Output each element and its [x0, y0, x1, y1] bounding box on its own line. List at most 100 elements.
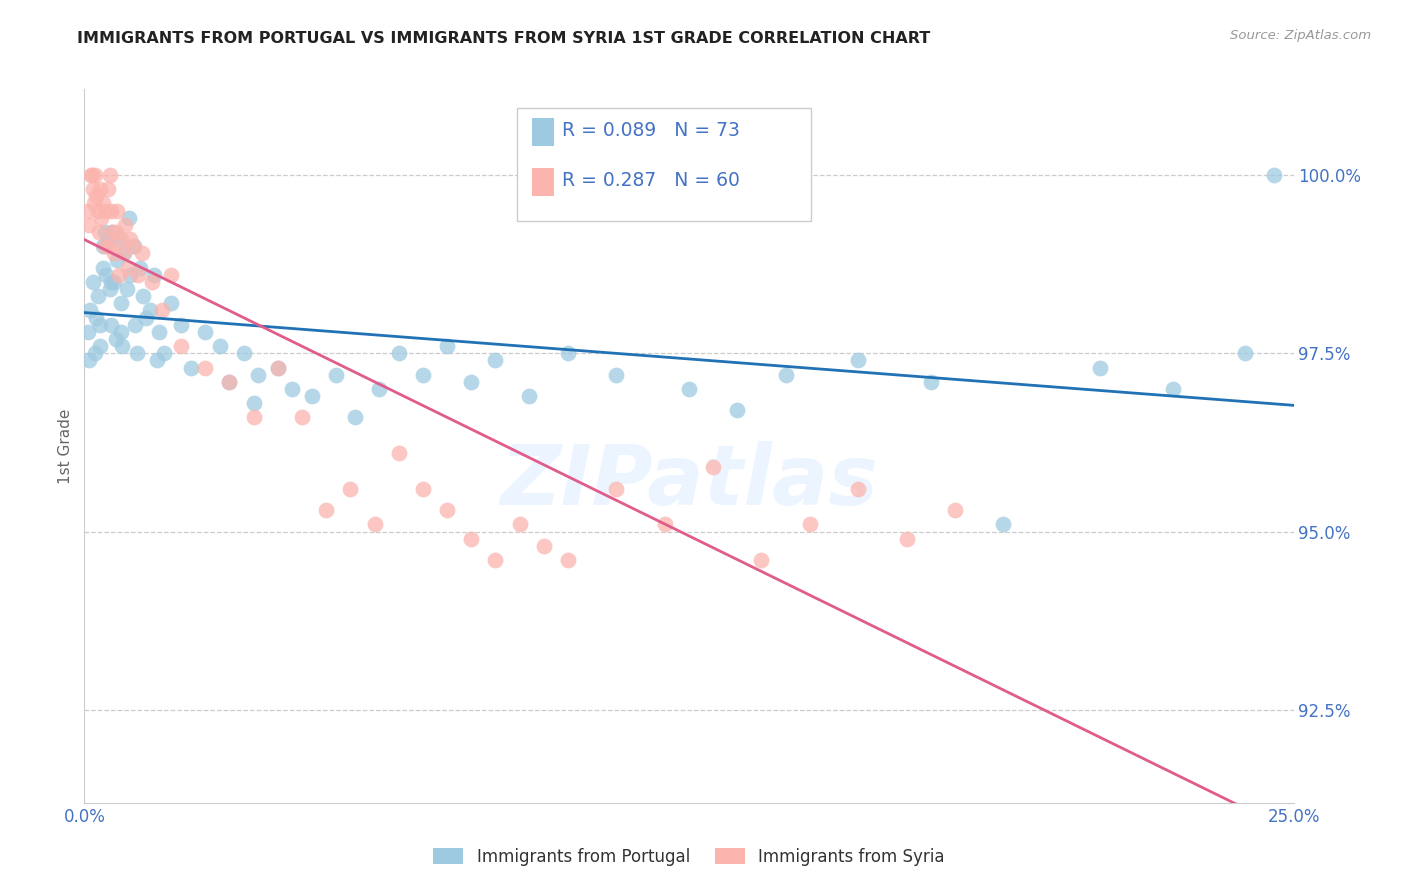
Point [122, 239, 145, 253]
Text: R = 0.089   N = 73: R = 0.089 N = 73 [562, 121, 740, 140]
Point [82, 168, 104, 182]
Point [153, 346, 176, 360]
Point [117, 260, 139, 275]
Point [82, 275, 104, 289]
Point [460, 532, 482, 546]
Point [101, 225, 124, 239]
Point [111, 339, 134, 353]
FancyBboxPatch shape [517, 108, 811, 220]
Point [148, 325, 170, 339]
Point [131, 246, 153, 260]
FancyBboxPatch shape [531, 168, 554, 196]
Point [194, 325, 217, 339]
Point [83, 196, 105, 211]
Point [436, 339, 458, 353]
Point [120, 268, 142, 282]
Point [267, 360, 290, 375]
Point [460, 375, 482, 389]
Point [87, 225, 110, 239]
Point [77, 203, 100, 218]
Point [315, 503, 337, 517]
Point [79, 303, 101, 318]
Point [436, 503, 458, 517]
Point [80, 168, 103, 182]
Point [267, 360, 290, 375]
Point [180, 360, 202, 375]
Point [846, 482, 869, 496]
Point [775, 368, 797, 382]
Point [281, 382, 304, 396]
Point [77, 325, 100, 339]
Point [103, 246, 125, 260]
Point [141, 275, 163, 289]
Point [242, 410, 264, 425]
Point [94, 268, 117, 282]
Text: R = 0.287   N = 60: R = 0.287 N = 60 [562, 171, 740, 190]
Point [93, 225, 115, 239]
Y-axis label: 1st Grade: 1st Grade [58, 409, 73, 483]
Point [605, 368, 627, 382]
Point [208, 339, 231, 353]
Point [84, 168, 107, 182]
Point [751, 553, 773, 567]
Point [129, 260, 152, 275]
Point [114, 218, 136, 232]
Point [194, 360, 217, 375]
Point [1161, 382, 1184, 396]
Point [105, 203, 128, 218]
Point [363, 517, 385, 532]
Point [91, 239, 114, 253]
Point [115, 282, 138, 296]
Point [89, 339, 111, 353]
Point [846, 353, 869, 368]
Point [97, 182, 120, 196]
Point [91, 196, 114, 211]
Point [160, 296, 183, 310]
Point [103, 275, 125, 289]
Point [87, 289, 110, 303]
Point [557, 346, 579, 360]
Point [702, 460, 724, 475]
Point [170, 339, 193, 353]
Point [678, 382, 700, 396]
Text: IMMIGRANTS FROM PORTUGAL VS IMMIGRANTS FROM SYRIA 1ST GRADE CORRELATION CHART: IMMIGRANTS FROM PORTUGAL VS IMMIGRANTS F… [77, 31, 931, 46]
Point [1088, 360, 1111, 375]
Point [100, 318, 122, 332]
Point [98, 168, 121, 182]
Point [84, 346, 107, 360]
Point [218, 375, 240, 389]
Point [605, 482, 627, 496]
Text: ZIPatlas: ZIPatlas [501, 442, 877, 522]
Point [170, 318, 193, 332]
Point [233, 346, 256, 360]
Point [517, 389, 540, 403]
FancyBboxPatch shape [531, 118, 554, 146]
Point [104, 225, 127, 239]
Point [105, 253, 128, 268]
Point [344, 410, 367, 425]
Point [484, 553, 506, 567]
Point [557, 553, 579, 567]
Point [325, 368, 347, 382]
Point [1263, 168, 1285, 182]
Point [143, 268, 166, 282]
Point [301, 389, 323, 403]
Point [104, 332, 127, 346]
Point [87, 203, 110, 218]
Point [108, 232, 131, 246]
Point [110, 232, 132, 246]
Point [132, 289, 155, 303]
Point [799, 517, 821, 532]
Point [108, 268, 131, 282]
Point [412, 368, 434, 382]
Point [89, 182, 111, 196]
Point [339, 482, 361, 496]
Point [725, 403, 748, 417]
Point [89, 318, 111, 332]
Point [509, 517, 531, 532]
Point [91, 260, 114, 275]
Point [77, 218, 100, 232]
Point [150, 303, 173, 318]
Point [368, 382, 391, 396]
Point [943, 503, 966, 517]
